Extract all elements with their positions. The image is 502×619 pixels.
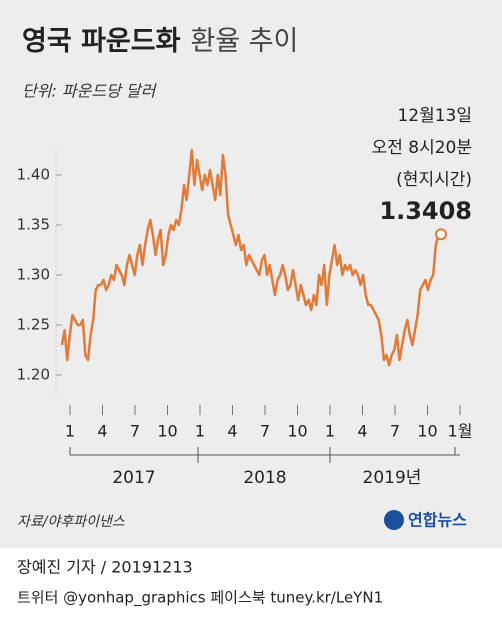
x-tick-label: 7 <box>260 422 270 441</box>
y-tick-label: 1.25 <box>17 316 50 334</box>
chart-background <box>0 0 502 548</box>
y-tick-label: 1.40 <box>17 166 50 184</box>
title-light: 환율 추이 <box>190 26 298 57</box>
x-tick-label: 1 <box>65 422 75 441</box>
x-tick-label: 4 <box>357 422 367 441</box>
x-tick-label: 1 <box>325 422 335 441</box>
subtitle: 단위: 파운드당 달러 <box>22 82 157 101</box>
logo-icon <box>384 510 404 530</box>
y-tick-label: 1.30 <box>17 266 50 284</box>
chart-title: 영국 파운드화 환율 추이 <box>22 26 298 57</box>
x-tick-label: 10 <box>157 422 177 441</box>
y-tick-label: 1.35 <box>17 216 50 234</box>
last-value-label: 1.3408 <box>379 197 472 225</box>
social: 트위터 @yonhap_graphics 페이스북 tuney.kr/LeYN1 <box>17 589 383 608</box>
end-marker <box>435 228 447 241</box>
x-tick-label: 10 <box>287 422 307 441</box>
credit: 장예진 기자 / 20191213 <box>17 558 193 577</box>
x-tick-label: 1 <box>195 422 205 441</box>
annotation: 오전 8시20분 <box>372 138 472 158</box>
x-tick-label: 10 <box>417 422 437 441</box>
title-bold: 영국 파운드화 <box>22 26 181 57</box>
x-tick-label: 1월 <box>448 422 473 441</box>
source: 자료/야후파이낸스 <box>17 514 125 530</box>
line <box>60 148 442 367</box>
year-label: 2018 <box>243 468 286 488</box>
annotation: (현지시간) <box>396 170 472 190</box>
year-label: 2019년 <box>363 468 422 488</box>
logo: 연합뉴스 <box>408 511 467 530</box>
year-label: 2017 <box>112 468 155 488</box>
annotation: 12월13일 <box>397 106 472 126</box>
y-tick-label: 1.20 <box>17 366 50 384</box>
x-tick-label: 7 <box>130 422 140 441</box>
x-tick-label: 7 <box>390 422 400 441</box>
x-tick-label: 4 <box>227 422 237 441</box>
x-tick-label: 4 <box>97 422 107 441</box>
